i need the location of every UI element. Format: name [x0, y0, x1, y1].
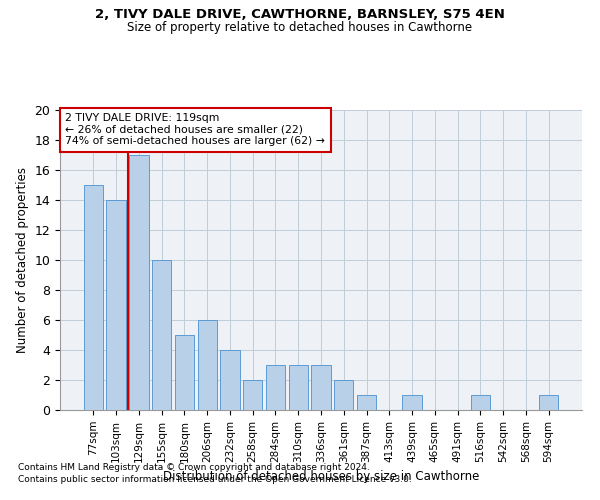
Bar: [243, 380, 262, 410]
Bar: [289, 365, 308, 410]
Text: Contains public sector information licensed under the Open Government Licence v3: Contains public sector information licen…: [18, 475, 412, 484]
Bar: [106, 200, 126, 410]
Bar: [266, 365, 285, 410]
Bar: [175, 335, 194, 410]
Text: Size of property relative to detached houses in Cawthorne: Size of property relative to detached ho…: [127, 21, 473, 34]
Bar: [357, 395, 376, 410]
Bar: [220, 350, 239, 410]
Bar: [197, 320, 217, 410]
Bar: [152, 260, 172, 410]
X-axis label: Distribution of detached houses by size in Cawthorne: Distribution of detached houses by size …: [163, 470, 479, 483]
Bar: [84, 185, 103, 410]
Bar: [539, 395, 558, 410]
Text: Contains HM Land Registry data © Crown copyright and database right 2024.: Contains HM Land Registry data © Crown c…: [18, 464, 370, 472]
Bar: [129, 155, 149, 410]
Bar: [334, 380, 353, 410]
Bar: [311, 365, 331, 410]
Text: 2 TIVY DALE DRIVE: 119sqm
← 26% of detached houses are smaller (22)
74% of semi-: 2 TIVY DALE DRIVE: 119sqm ← 26% of detac…: [65, 113, 325, 146]
Bar: [470, 395, 490, 410]
Y-axis label: Number of detached properties: Number of detached properties: [16, 167, 29, 353]
Text: 2, TIVY DALE DRIVE, CAWTHORNE, BARNSLEY, S75 4EN: 2, TIVY DALE DRIVE, CAWTHORNE, BARNSLEY,…: [95, 8, 505, 20]
Bar: [403, 395, 422, 410]
